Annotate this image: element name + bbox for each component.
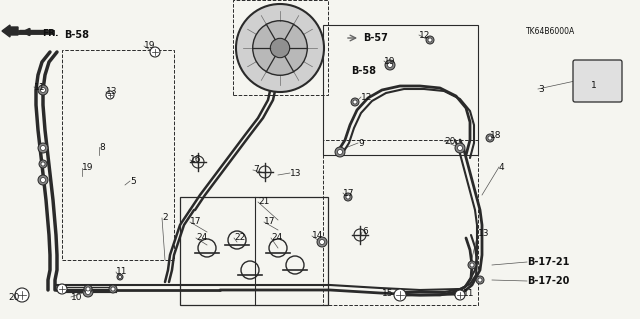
- Circle shape: [40, 177, 45, 182]
- Text: 17: 17: [343, 189, 355, 197]
- Text: 19: 19: [82, 164, 93, 173]
- Text: 16: 16: [190, 155, 202, 165]
- Circle shape: [109, 285, 117, 293]
- Circle shape: [458, 145, 463, 151]
- Text: 21: 21: [258, 197, 269, 206]
- Circle shape: [394, 289, 406, 301]
- Text: B-58: B-58: [351, 66, 376, 76]
- Text: 17: 17: [190, 218, 202, 226]
- Bar: [323, 140, 478, 305]
- Circle shape: [270, 38, 290, 58]
- Text: 19: 19: [384, 56, 396, 65]
- Text: FR.: FR.: [42, 28, 58, 38]
- Circle shape: [426, 36, 434, 44]
- Bar: [323, 25, 478, 155]
- Text: 6: 6: [362, 227, 368, 236]
- Circle shape: [385, 60, 395, 70]
- Circle shape: [486, 134, 494, 142]
- Text: 3: 3: [538, 85, 544, 93]
- Circle shape: [57, 284, 67, 294]
- Text: 20: 20: [444, 137, 456, 145]
- Circle shape: [38, 143, 48, 153]
- FancyArrow shape: [2, 25, 18, 37]
- Circle shape: [40, 87, 45, 93]
- Text: B-58: B-58: [64, 30, 89, 40]
- Text: 15: 15: [382, 288, 394, 298]
- Text: 13: 13: [106, 87, 118, 97]
- Text: 13: 13: [290, 168, 301, 177]
- Circle shape: [150, 47, 160, 57]
- Text: 5: 5: [130, 176, 136, 186]
- Text: B-17-21: B-17-21: [527, 257, 570, 267]
- Text: 12: 12: [361, 93, 372, 101]
- Text: 17: 17: [264, 218, 275, 226]
- Text: 11: 11: [116, 268, 127, 277]
- Circle shape: [346, 195, 350, 199]
- FancyBboxPatch shape: [573, 60, 622, 102]
- Circle shape: [236, 4, 324, 92]
- Circle shape: [38, 175, 48, 185]
- Text: 18: 18: [490, 130, 502, 139]
- Bar: [233, 0, 328, 95]
- Text: 10: 10: [71, 293, 83, 301]
- Circle shape: [86, 290, 90, 294]
- Circle shape: [118, 276, 122, 278]
- Circle shape: [335, 147, 345, 157]
- Circle shape: [40, 145, 45, 151]
- Bar: [180, 197, 328, 305]
- Circle shape: [351, 98, 359, 106]
- Text: 24: 24: [271, 234, 282, 242]
- Circle shape: [337, 150, 342, 154]
- Text: B-57: B-57: [363, 33, 388, 43]
- Text: 11: 11: [34, 83, 45, 92]
- Circle shape: [455, 143, 465, 153]
- Text: 1: 1: [591, 81, 596, 91]
- Text: 9: 9: [358, 138, 364, 147]
- Circle shape: [106, 91, 114, 99]
- Text: 8: 8: [99, 143, 105, 152]
- Circle shape: [470, 263, 474, 267]
- Text: 24: 24: [196, 234, 207, 242]
- Circle shape: [83, 287, 93, 297]
- Circle shape: [317, 237, 327, 247]
- Text: 14: 14: [312, 232, 323, 241]
- Circle shape: [117, 274, 123, 280]
- Text: 7: 7: [253, 166, 259, 174]
- Text: 20: 20: [8, 293, 19, 301]
- Circle shape: [488, 136, 492, 140]
- Circle shape: [428, 38, 432, 42]
- Circle shape: [38, 85, 48, 95]
- Circle shape: [455, 290, 465, 300]
- Circle shape: [111, 287, 115, 291]
- Text: 22: 22: [234, 234, 245, 242]
- Text: 13: 13: [478, 228, 490, 238]
- Text: TK64B6000A: TK64B6000A: [526, 27, 575, 36]
- Bar: [62, 50, 174, 260]
- Text: 19: 19: [144, 41, 156, 50]
- Circle shape: [41, 162, 45, 166]
- Text: 2: 2: [162, 213, 168, 222]
- Circle shape: [15, 288, 29, 302]
- Circle shape: [478, 278, 482, 282]
- Circle shape: [353, 100, 357, 104]
- Circle shape: [84, 285, 92, 293]
- Circle shape: [86, 287, 90, 291]
- Text: 11: 11: [463, 288, 474, 298]
- Circle shape: [319, 240, 324, 244]
- Text: B-17-20: B-17-20: [527, 276, 570, 286]
- Text: 12: 12: [419, 31, 430, 40]
- Circle shape: [387, 63, 392, 68]
- Text: 4: 4: [499, 162, 504, 172]
- Circle shape: [39, 160, 47, 168]
- Circle shape: [253, 21, 307, 75]
- Circle shape: [344, 193, 352, 201]
- Circle shape: [476, 276, 484, 284]
- Circle shape: [468, 261, 476, 269]
